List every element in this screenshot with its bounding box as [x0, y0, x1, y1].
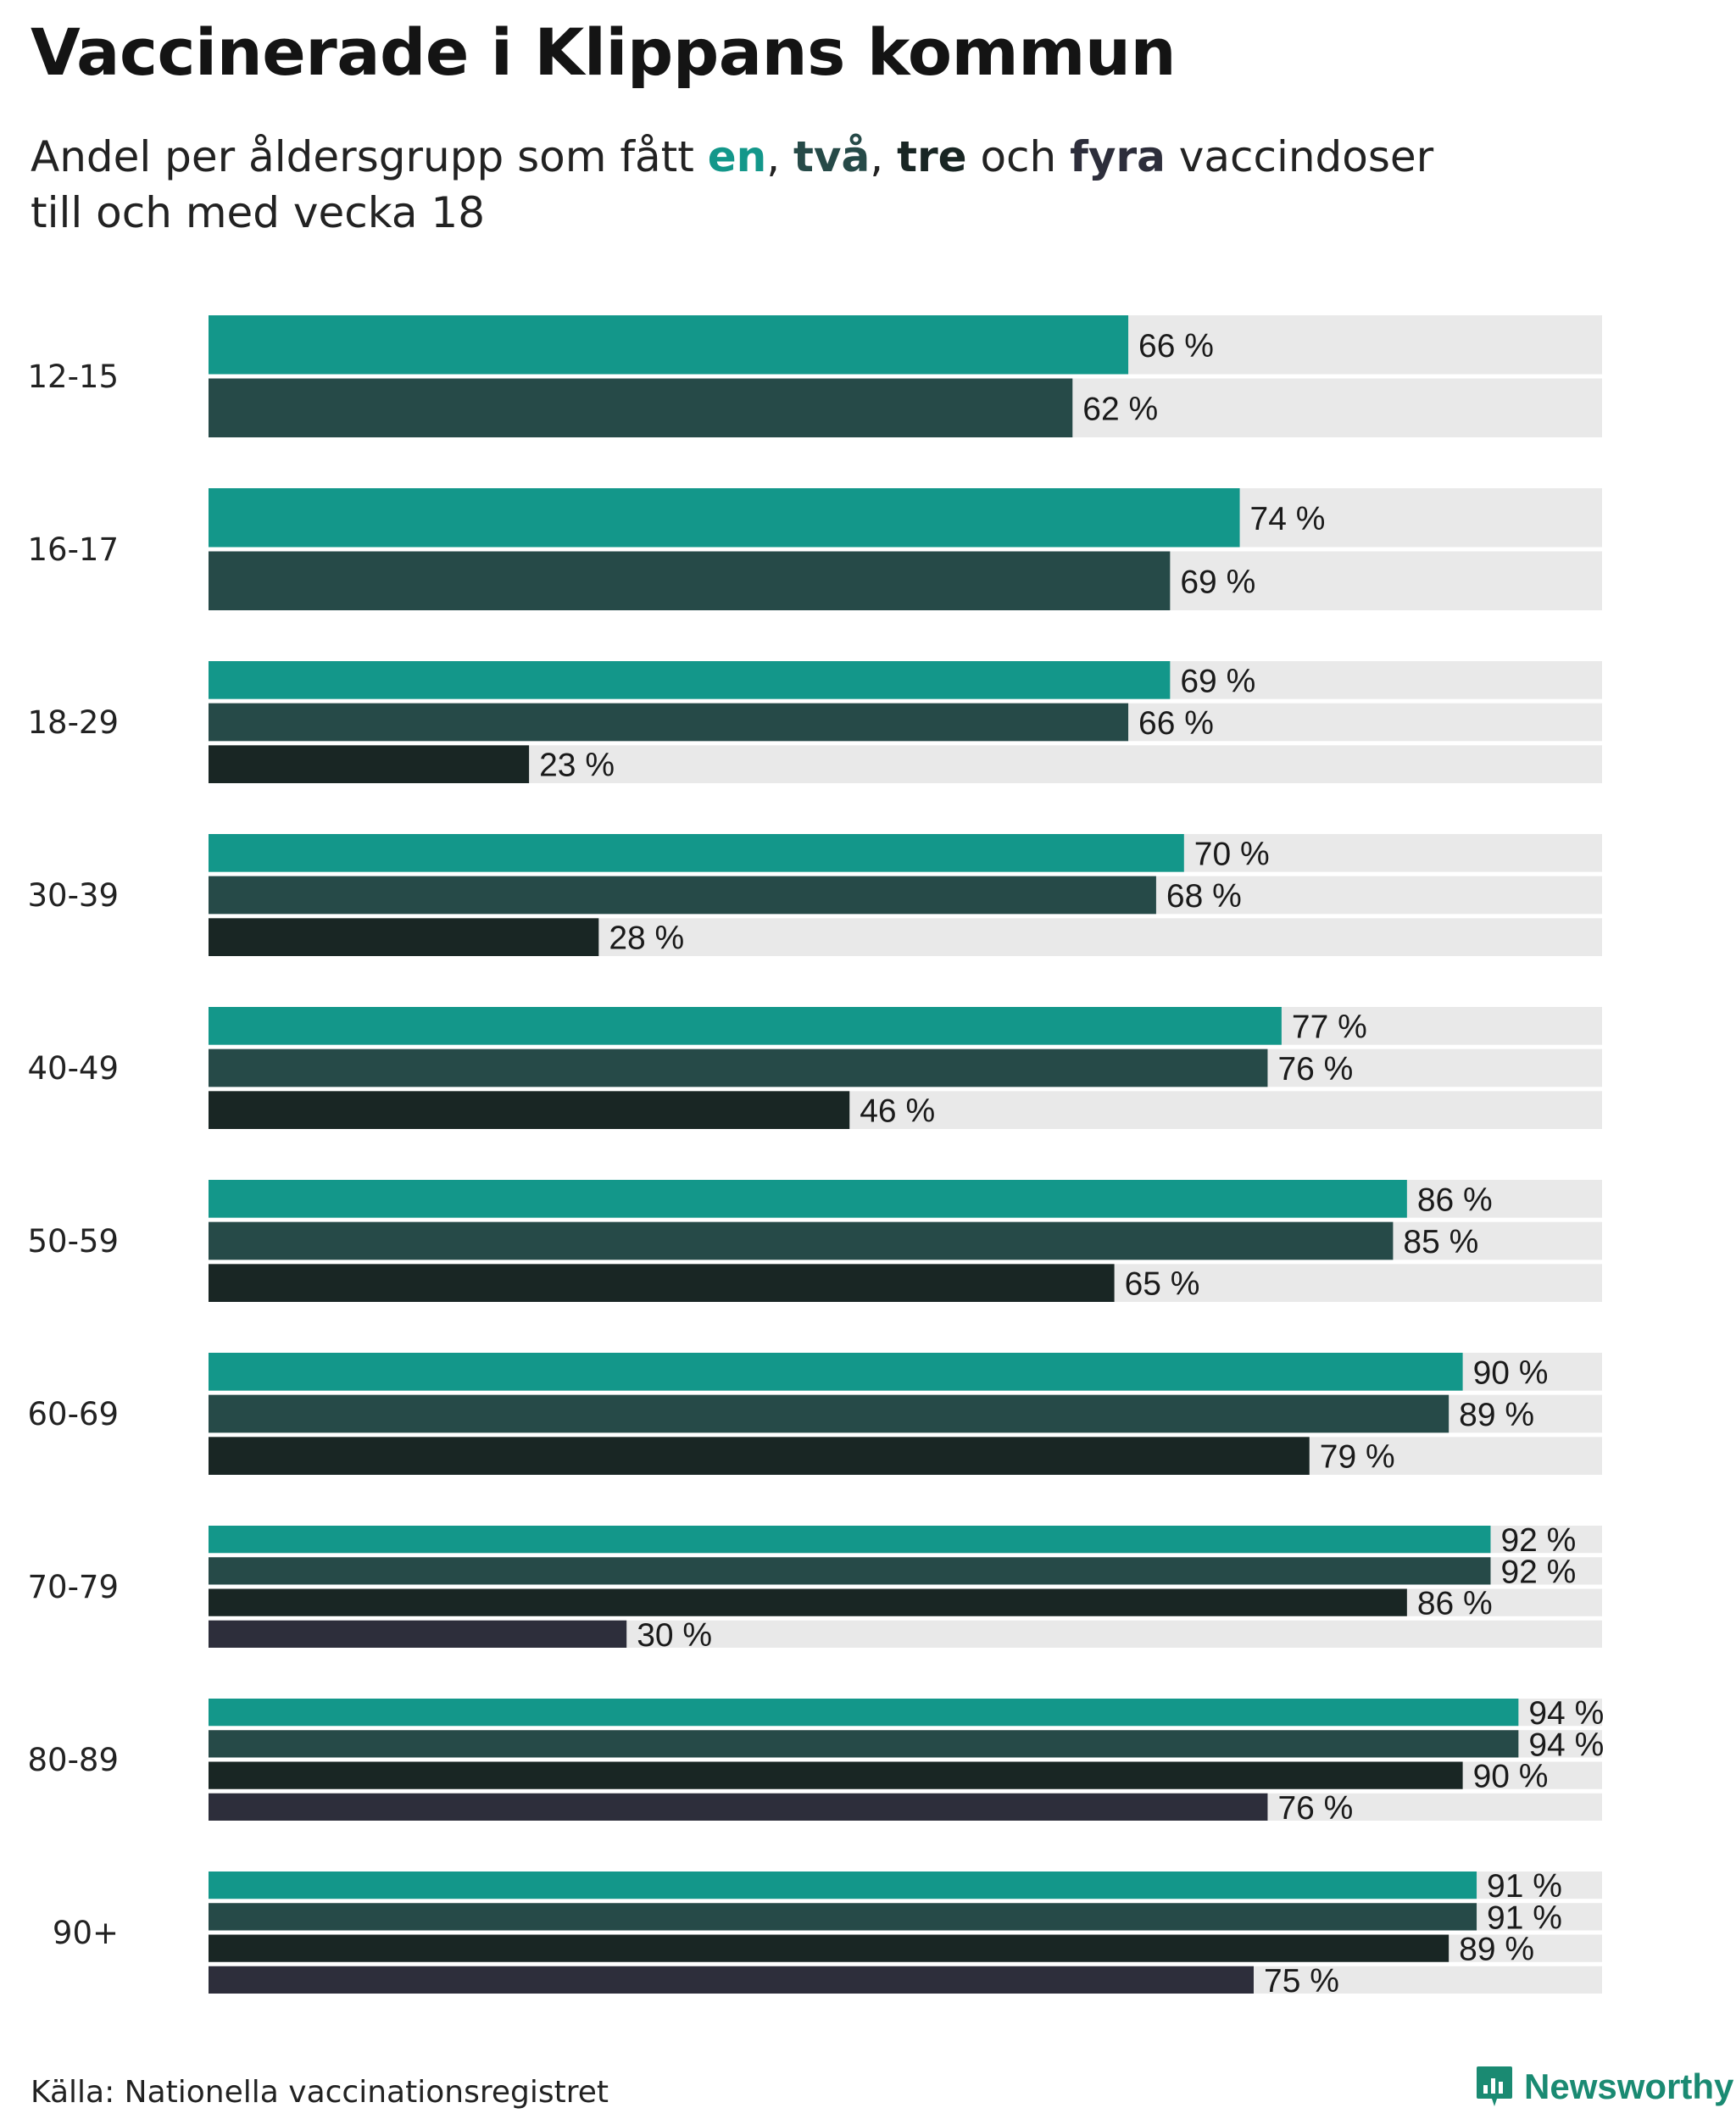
- subtitle-dose-three: tre: [897, 132, 967, 181]
- bar-value-label: 90 %: [1473, 1759, 1549, 1795]
- bar-dose-3: [209, 1091, 850, 1129]
- bar-value-label: 89 %: [1459, 1397, 1534, 1433]
- subtitle-dose-four: fyra: [1070, 132, 1166, 181]
- bar-value-label: 28 %: [609, 920, 684, 957]
- bar-dose-2: [209, 1557, 1491, 1585]
- bar-value-label: 76 %: [1277, 1790, 1353, 1827]
- bar-value-label: 92 %: [1500, 1522, 1576, 1559]
- bar-dose-3: [209, 1934, 1449, 1962]
- bar-dose-1: [209, 834, 1184, 872]
- bar-value-label: 62 %: [1082, 391, 1158, 427]
- bar-dose-3: [209, 745, 530, 783]
- subtitle-prefix: Andel per åldersgrupp som fått: [31, 132, 708, 181]
- subtitle-separator: ,: [766, 132, 794, 181]
- bar-dose-4: [209, 1793, 1268, 1821]
- bar-value-label: 69 %: [1180, 663, 1255, 699]
- bar-dose-1: [209, 1872, 1477, 1899]
- bar-value-label: 66 %: [1138, 328, 1214, 364]
- bar-value-label: 76 %: [1277, 1051, 1353, 1087]
- chart-title: Vaccinerade i Klippans kommun: [31, 14, 1177, 90]
- bar-value-label: 86 %: [1417, 1586, 1493, 1622]
- bar-dose-1: [209, 488, 1240, 548]
- bar-dose-3: [209, 918, 599, 956]
- bar-value-label: 94 %: [1528, 1695, 1604, 1732]
- bar-dose-1: [209, 1353, 1463, 1391]
- bar-dose-3: [209, 1264, 1115, 1302]
- source-note: Källa: Nationella vaccinationsregistret: [31, 2075, 609, 2110]
- subtitle-separator: ,: [870, 132, 898, 181]
- bar-dose-2: [209, 1730, 1519, 1758]
- bar-value-label: 66 %: [1138, 705, 1214, 742]
- bar-value-label: 30 %: [637, 1617, 712, 1654]
- bar-dose-1: [209, 1699, 1519, 1727]
- bar-value-label: 94 %: [1528, 1727, 1604, 1763]
- bar-dose-3: [209, 1588, 1407, 1616]
- category-label: 60-69: [27, 1396, 119, 1432]
- subtitle-conjunction: och: [966, 132, 1071, 181]
- bar-dose-1: [209, 1180, 1407, 1218]
- chart-subtitle: Andel per åldersgrupp som fått en, två, …: [31, 129, 1641, 241]
- bar-value-label: 23 %: [539, 748, 615, 784]
- bar-value-label: 69 %: [1180, 564, 1255, 600]
- category-label: 70-79: [27, 1569, 119, 1605]
- bar-dose-2: [209, 1221, 1394, 1260]
- bar-dose-2: [209, 876, 1156, 915]
- bar-value-label: 77 %: [1292, 1009, 1367, 1045]
- category-label: 12-15: [27, 359, 119, 395]
- bar-value-label: 68 %: [1166, 878, 1242, 915]
- newsworthy-logo-icon: [1477, 2066, 1512, 2106]
- brand-logo: Newsworthy: [1475, 2065, 1733, 2109]
- bar-value-label: 92 %: [1500, 1554, 1576, 1590]
- bar-dose-1: [209, 315, 1129, 375]
- bar-value-label: 79 %: [1320, 1439, 1395, 1476]
- subtitle-dose-one: en: [707, 132, 767, 181]
- subtitle-line-2: till och med vecka 18: [31, 188, 486, 237]
- category-label: 90+: [53, 1915, 119, 1951]
- bar-dose-2: [209, 1394, 1449, 1433]
- category-label: 18-29: [27, 704, 119, 741]
- subtitle-dose-two: två: [793, 132, 871, 181]
- bar-value-label: 85 %: [1403, 1224, 1478, 1260]
- category-label: 16-17: [27, 531, 119, 568]
- bar-dose-4: [209, 1966, 1254, 1994]
- bar-value-label: 89 %: [1459, 1932, 1534, 1968]
- brand-name: Newsworthy: [1524, 2066, 1734, 2106]
- bar-value-label: 46 %: [860, 1093, 935, 1130]
- bar-dose-2: [209, 703, 1129, 742]
- category-label: 50-59: [27, 1223, 119, 1260]
- category-label: 80-89: [27, 1742, 119, 1778]
- bar-value-label: 91 %: [1487, 1899, 1562, 1936]
- bar-dose-2: [209, 1903, 1477, 1931]
- category-label: 40-49: [27, 1050, 119, 1087]
- category-label: 30-39: [27, 877, 119, 914]
- bar-dose-2: [209, 1048, 1268, 1087]
- bar-dose-2: [209, 551, 1171, 610]
- bar-dose-1: [209, 661, 1171, 699]
- subtitle-suffix: vaccindoser: [1165, 132, 1434, 181]
- bar-dose-1: [209, 1007, 1282, 1045]
- bar-value-label: 90 %: [1473, 1354, 1549, 1391]
- bar-value-label: 75 %: [1264, 1963, 1339, 1999]
- bar-value-label: 65 %: [1125, 1266, 1200, 1303]
- bar-value-label: 86 %: [1417, 1182, 1493, 1218]
- bar-value-label: 74 %: [1250, 501, 1326, 537]
- bar-dose-4: [209, 1620, 627, 1648]
- bar-dose-3: [209, 1437, 1310, 1475]
- bar-value-label: 70 %: [1194, 836, 1270, 872]
- bar-dose-2: [209, 378, 1073, 437]
- bar-value-label: 91 %: [1487, 1868, 1562, 1905]
- bar-dose-3: [209, 1761, 1463, 1789]
- bar-dose-1: [209, 1526, 1491, 1554]
